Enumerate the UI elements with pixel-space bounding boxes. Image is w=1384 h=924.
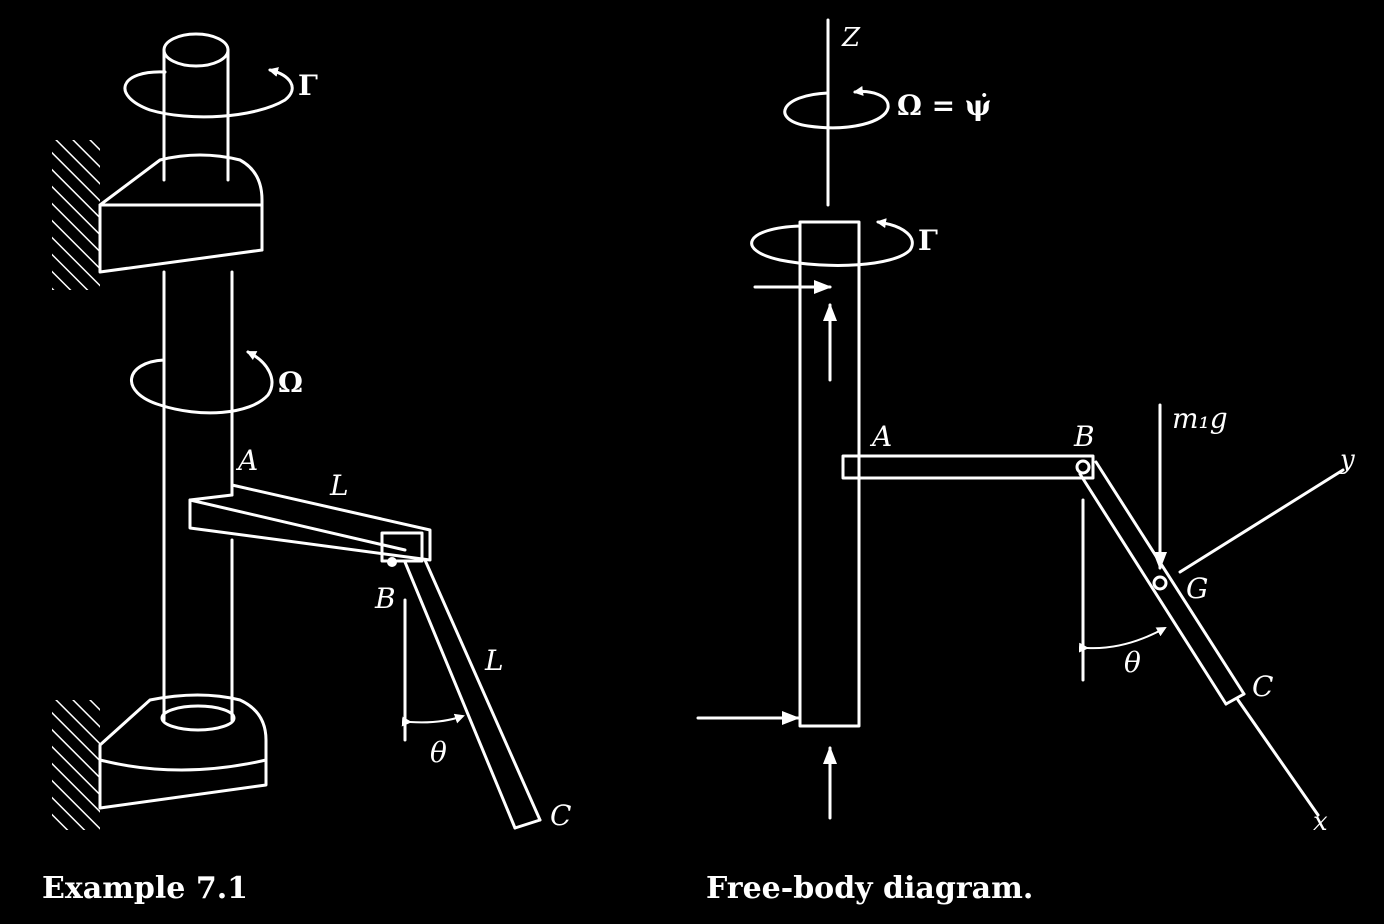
spin-label-left: Ω (278, 366, 303, 399)
link-bc (403, 558, 542, 830)
x-axis-label: x (1313, 807, 1328, 837)
lower-wall-hatch (52, 700, 100, 830)
x-axis (1236, 698, 1320, 817)
point-a-left: A (235, 444, 258, 477)
y-axis (1178, 468, 1345, 574)
arm-ab-free-body (841, 454, 1095, 480)
spin-arrow-mid (130, 350, 274, 415)
hinge-b-right (1075, 459, 1091, 475)
caption-left: Example 7.1 (42, 871, 248, 906)
link-bc-free-body (1078, 460, 1246, 706)
length-bc-label: L (484, 644, 504, 677)
theta-arc-left (401, 713, 465, 727)
point-c-left: C (550, 799, 571, 832)
hinge-pin-b (387, 557, 397, 567)
left-figure: Γ Ω A L B L θ C Example 7.1 (42, 32, 571, 906)
weight-label: m₁g (1172, 402, 1228, 435)
spin-relation-label: Ω = ψ̇ (897, 89, 991, 122)
upper-bearing (98, 153, 264, 274)
torque-label-left: Γ (298, 69, 318, 102)
torque-label-right: Γ (918, 224, 938, 257)
length-ab-label: L (329, 469, 349, 502)
y-axis-label: y (1339, 445, 1355, 475)
upper-wall-hatch (52, 140, 100, 290)
theta-arc-right (1078, 627, 1167, 653)
theta-label-left: θ (430, 736, 447, 769)
point-g-label: G (1186, 572, 1208, 605)
right-figure: Z Ω = ψ̇ Γ A B x y G (696, 18, 1355, 906)
torque-arrow-right (750, 218, 914, 267)
lower-bearing (98, 693, 268, 810)
shaft-free-body (798, 220, 861, 728)
point-a-right: A (869, 420, 892, 453)
theta-label-right: θ (1124, 646, 1141, 679)
caption-right: Free-body diagram. (706, 871, 1033, 906)
center-of-mass-g (1152, 575, 1168, 591)
point-b-left: B (374, 582, 396, 615)
z-axis-label: Z (841, 23, 861, 53)
point-c-right: C (1252, 670, 1273, 703)
spin-arrow-right (783, 85, 890, 130)
main-shaft (162, 270, 234, 722)
arm-ab (188, 483, 432, 567)
point-b-right: B (1073, 420, 1095, 453)
torque-arrow-top (123, 67, 294, 119)
